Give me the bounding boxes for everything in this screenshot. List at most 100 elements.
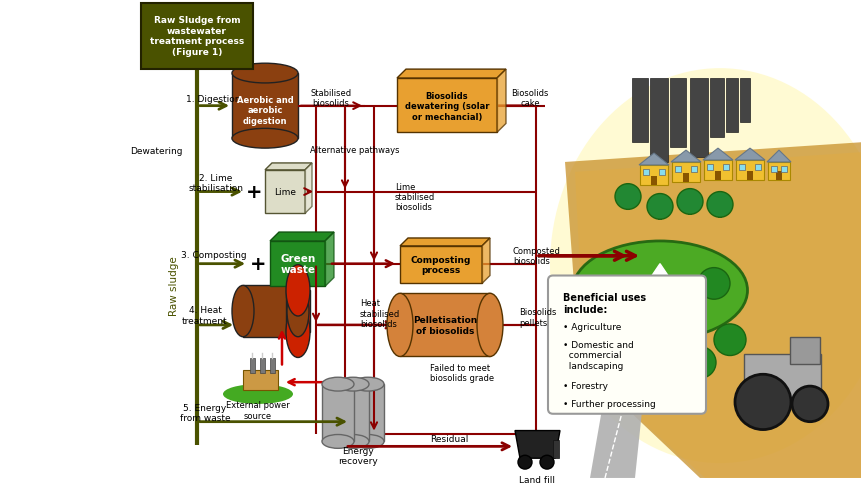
Bar: [264, 170, 305, 214]
Circle shape: [791, 386, 827, 422]
Ellipse shape: [337, 435, 369, 448]
Polygon shape: [325, 233, 333, 287]
Bar: [631, 79, 647, 143]
Text: 4. Heat
treatment: 4. Heat treatment: [182, 306, 227, 325]
Text: • Forestry: • Forestry: [562, 381, 607, 391]
Circle shape: [713, 324, 745, 356]
Bar: [337, 384, 369, 441]
Ellipse shape: [286, 306, 310, 358]
Bar: [767, 163, 789, 181]
Polygon shape: [481, 239, 489, 284]
Text: • Domestic and
  commercial
  landscaping: • Domestic and commercial landscaping: [562, 340, 633, 370]
Ellipse shape: [476, 294, 503, 357]
Bar: [709, 79, 723, 138]
Bar: [650, 176, 656, 185]
Ellipse shape: [549, 69, 861, 463]
Circle shape: [614, 184, 641, 210]
FancyBboxPatch shape: [548, 276, 705, 414]
Ellipse shape: [232, 64, 298, 84]
Bar: [754, 165, 760, 170]
Bar: [691, 166, 697, 172]
FancyBboxPatch shape: [141, 4, 253, 70]
Bar: [703, 161, 731, 181]
Bar: [725, 79, 737, 133]
Text: Lime
stabilised
biosolids: Lime stabilised biosolids: [394, 182, 435, 212]
Polygon shape: [641, 264, 678, 318]
Circle shape: [697, 268, 729, 300]
Bar: [727, 342, 732, 356]
Ellipse shape: [223, 384, 293, 404]
Text: • Further processing: • Further processing: [562, 399, 655, 408]
Text: +: +: [250, 255, 266, 273]
Text: Land fill: Land fill: [518, 475, 554, 484]
Text: Raw sludge: Raw sludge: [169, 256, 179, 316]
Polygon shape: [766, 151, 790, 163]
Text: External power
source: External power source: [226, 400, 289, 420]
Circle shape: [608, 349, 641, 380]
Text: Aerobic and
aerobic
digestion: Aerobic and aerobic digestion: [237, 95, 293, 125]
Text: 1. Digestion: 1. Digestion: [185, 95, 240, 104]
Circle shape: [517, 455, 531, 469]
Bar: [243, 371, 278, 390]
Bar: [789, 337, 819, 364]
Polygon shape: [400, 239, 489, 246]
Polygon shape: [305, 164, 312, 214]
Bar: [710, 286, 715, 300]
Polygon shape: [589, 335, 649, 478]
Polygon shape: [703, 149, 732, 161]
Text: Alternative pathways: Alternative pathways: [310, 145, 400, 154]
Text: +: +: [245, 182, 262, 202]
Bar: [639, 166, 667, 185]
Bar: [286, 291, 310, 332]
Text: Green
waste: Green waste: [280, 253, 315, 275]
FancyBboxPatch shape: [743, 354, 820, 400]
Bar: [706, 165, 712, 170]
Text: Pelletisation
of biosolids: Pelletisation of biosolids: [412, 316, 477, 335]
Polygon shape: [574, 153, 861, 478]
Bar: [622, 366, 627, 380]
Bar: [735, 161, 763, 181]
Text: Raw Sludge from
wastewater
treatment process
(Figure 1): Raw Sludge from wastewater treatment pro…: [150, 16, 244, 57]
Bar: [717, 207, 722, 219]
Bar: [397, 79, 497, 133]
Bar: [649, 79, 667, 163]
Bar: [770, 166, 776, 172]
Ellipse shape: [387, 294, 412, 357]
Circle shape: [579, 319, 610, 351]
Polygon shape: [264, 164, 312, 170]
Text: Failed to meet
biosolids grade: Failed to meet biosolids grade: [430, 363, 493, 382]
Text: Biosolids
cake: Biosolids cake: [511, 89, 548, 108]
Polygon shape: [734, 149, 764, 161]
Polygon shape: [397, 70, 505, 79]
Polygon shape: [670, 151, 700, 163]
Bar: [269, 359, 275, 374]
Text: Biosolids
dewatering (solar
or mechancial): Biosolids dewatering (solar or mechancia…: [405, 91, 489, 121]
Polygon shape: [638, 154, 668, 166]
Ellipse shape: [351, 435, 383, 448]
Text: 5. Energy
from waste: 5. Energy from waste: [179, 403, 230, 423]
Bar: [625, 199, 629, 211]
Text: Lime: Lime: [274, 188, 295, 197]
Bar: [669, 79, 685, 148]
Bar: [592, 337, 597, 351]
Circle shape: [539, 455, 554, 469]
Bar: [738, 165, 744, 170]
Ellipse shape: [286, 265, 310, 317]
Ellipse shape: [572, 242, 746, 340]
Bar: [687, 204, 691, 216]
Ellipse shape: [232, 129, 298, 149]
Polygon shape: [269, 233, 333, 242]
Bar: [642, 169, 648, 175]
Bar: [657, 209, 661, 221]
Text: Stabilised
biosolids: Stabilised biosolids: [310, 89, 351, 108]
Ellipse shape: [351, 378, 383, 391]
Ellipse shape: [322, 435, 354, 448]
Bar: [351, 384, 383, 441]
Text: Residual: Residual: [430, 434, 468, 443]
Bar: [682, 173, 688, 182]
Bar: [739, 79, 749, 123]
Bar: [322, 384, 354, 441]
Text: Energy
recovery: Energy recovery: [338, 446, 377, 465]
Text: Biosolids
pellets: Biosolids pellets: [518, 308, 555, 327]
Text: Beneficial uses
include:: Beneficial uses include:: [562, 293, 646, 314]
